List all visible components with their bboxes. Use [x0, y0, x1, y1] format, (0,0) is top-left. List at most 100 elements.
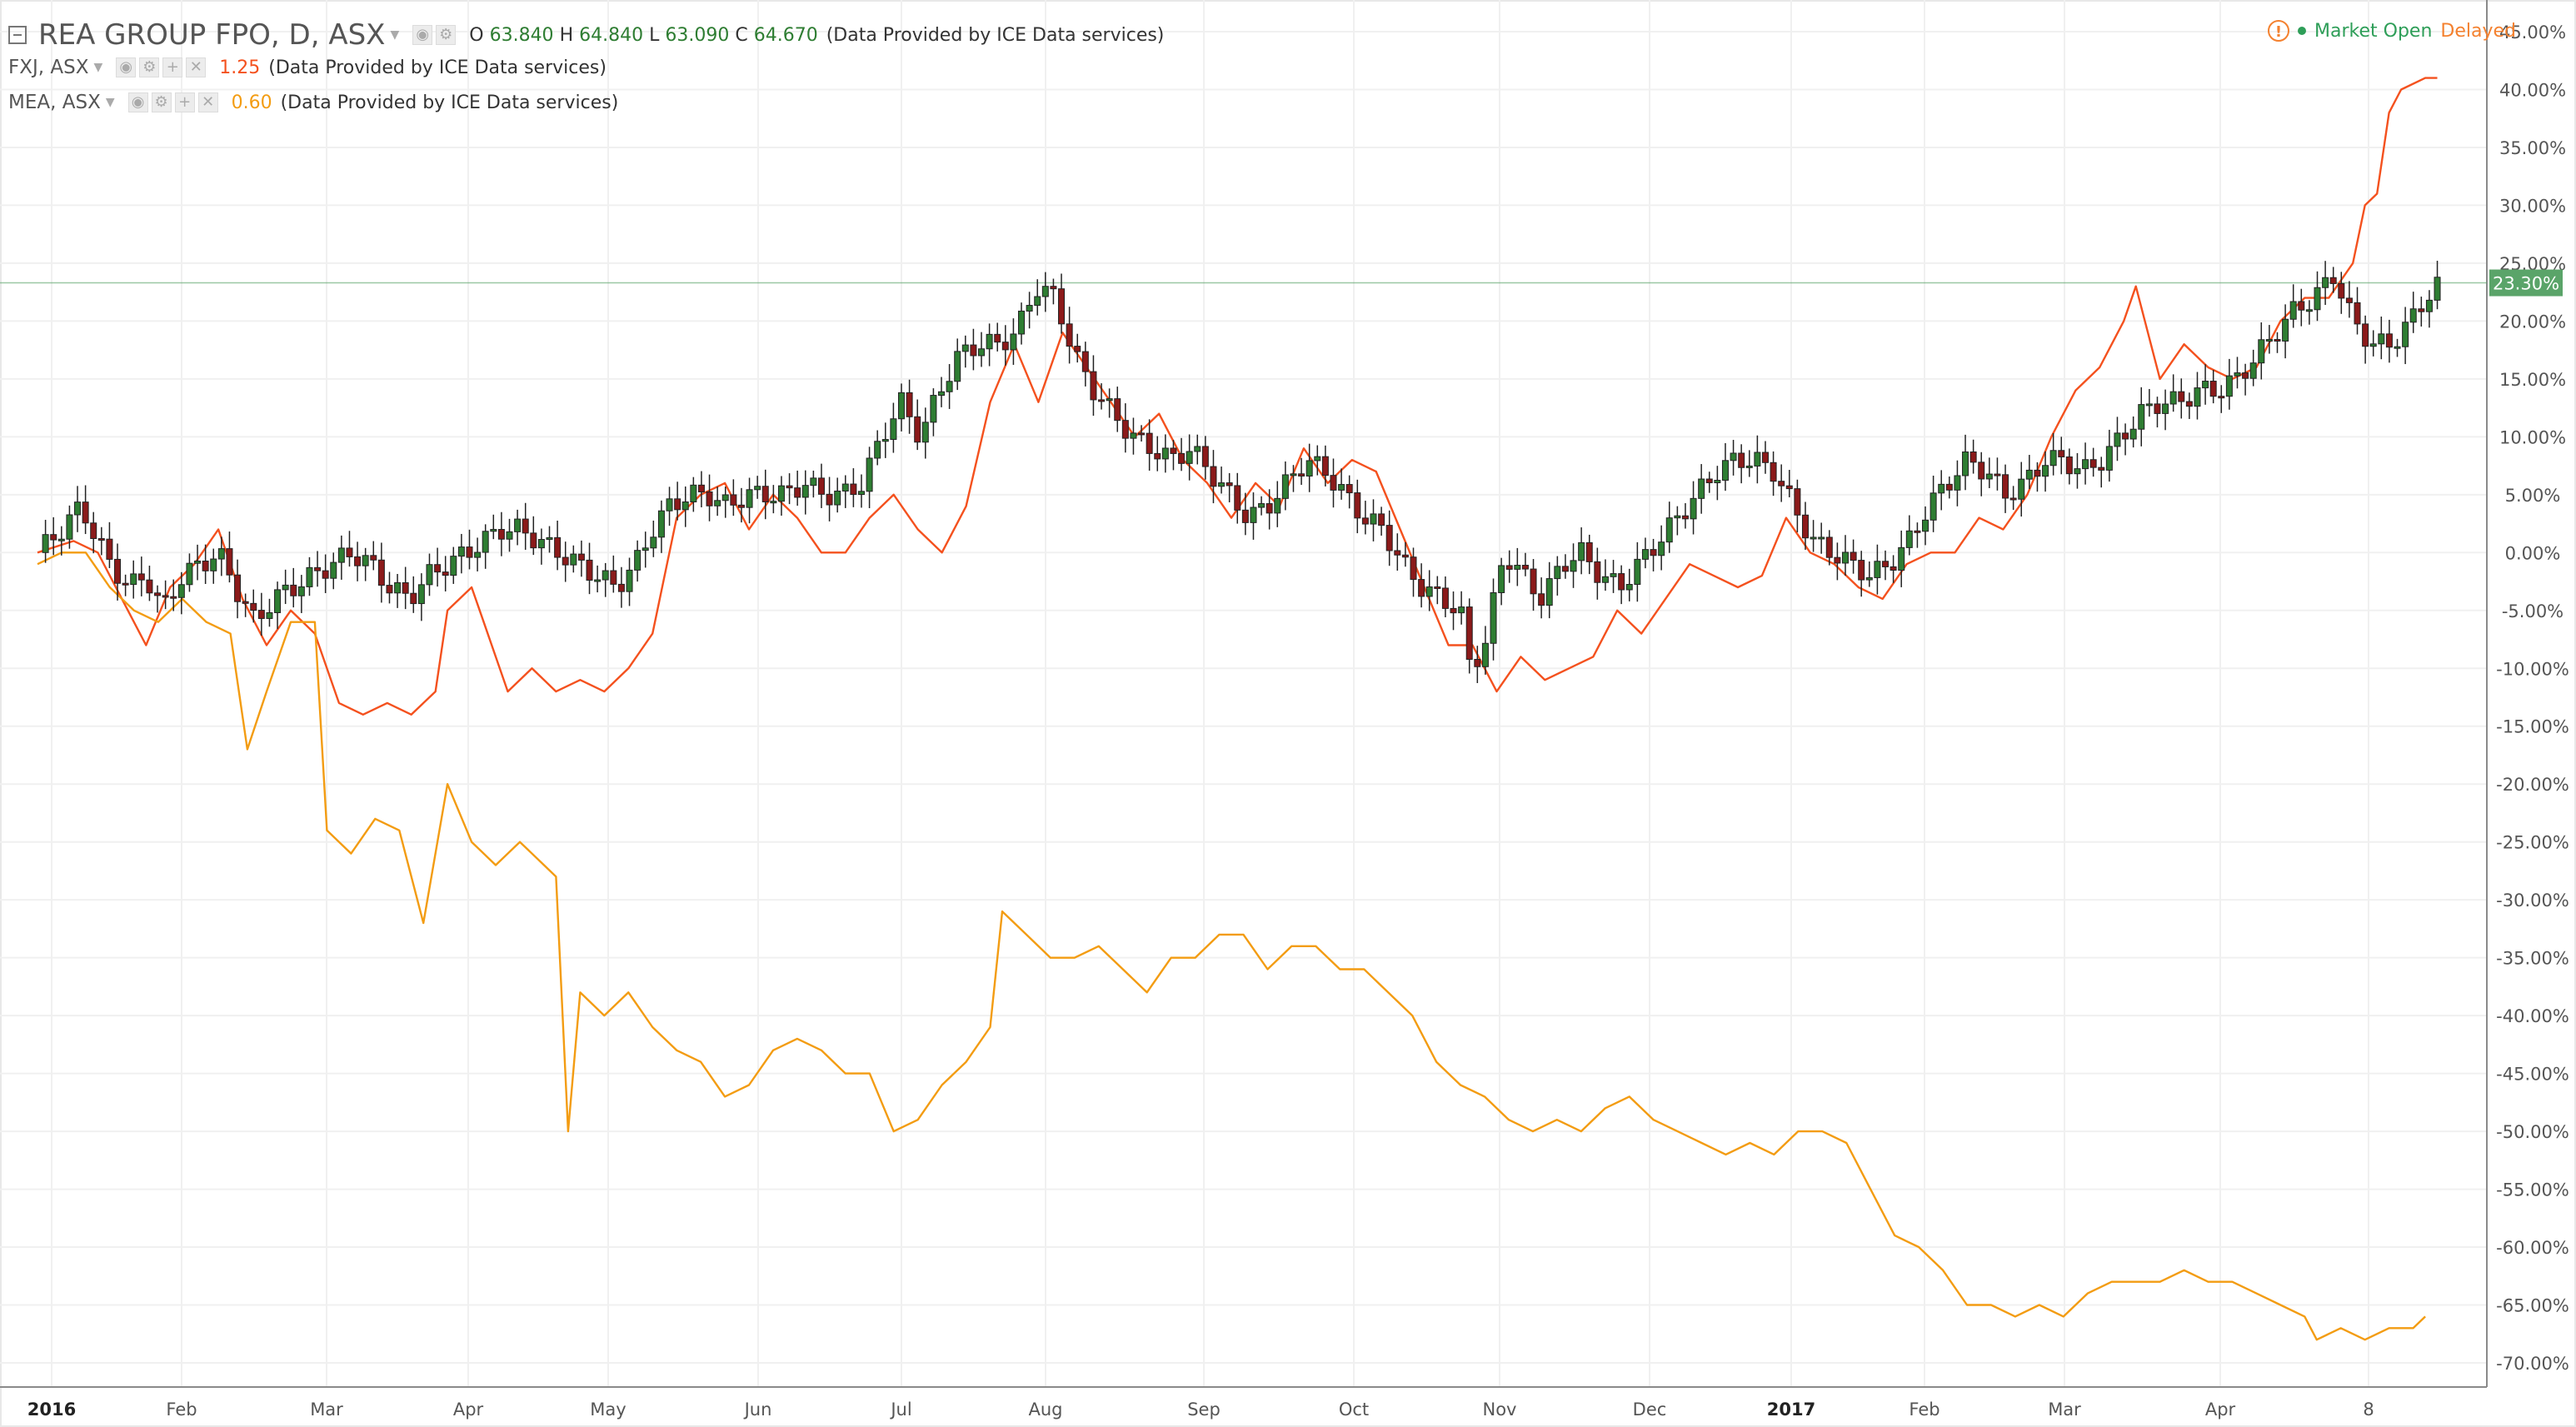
candle-body [170, 596, 177, 599]
gear-icon[interactable]: ⚙ [151, 92, 172, 112]
candle-body [186, 562, 193, 586]
plus-icon[interactable]: + [162, 57, 183, 77]
candle-body [1130, 432, 1137, 439]
eye-icon[interactable]: ◉ [116, 57, 137, 77]
candle-body [314, 566, 322, 571]
candle-body [978, 348, 986, 357]
y-tick-label: -10.00% [2496, 659, 2569, 679]
candle-body [337, 547, 345, 563]
y-tick-label: 35.00% [2499, 138, 2566, 158]
x-tick-label: May [590, 1400, 626, 1420]
candle-body [1058, 288, 1066, 325]
candle-body [2402, 322, 2409, 347]
candle-body [986, 333, 993, 350]
candle-body [162, 595, 169, 598]
candle-body [610, 570, 617, 585]
candle-body [1890, 566, 1897, 571]
candle-body [1050, 286, 1057, 290]
candle-body [537, 539, 545, 549]
candle-body [674, 498, 681, 511]
candle-body [2162, 403, 2169, 414]
candle-body [1258, 503, 1266, 508]
candle-body [970, 344, 977, 357]
candle-body [274, 589, 282, 613]
candle-body [450, 556, 457, 576]
candle-body [74, 501, 82, 516]
candle-body [1665, 517, 1673, 543]
plus-icon[interactable]: + [174, 92, 195, 112]
candle-body [690, 484, 697, 502]
candle-body [2202, 381, 2209, 389]
candle-body [1474, 658, 1481, 667]
candle-body [1922, 519, 1930, 532]
candle-body [2362, 323, 2369, 347]
candle-body [1785, 485, 1793, 490]
market-open-label: Market Open [2314, 20, 2433, 42]
candle-body [1314, 456, 1321, 462]
mea-symbol-label[interactable]: MEA, ASX [8, 92, 101, 113]
candle-body [617, 583, 625, 592]
candle-body [1714, 480, 1721, 484]
candle-body [457, 546, 465, 557]
candle-body [2138, 404, 2145, 430]
candle-body [1330, 475, 1337, 491]
candle-body [570, 553, 577, 566]
x-tick-label: 2017 [1767, 1400, 1815, 1420]
candle-body [1570, 560, 1577, 572]
candle-body [2105, 446, 2113, 471]
current-value-label: 23.30% [2493, 274, 2559, 294]
candle-body [826, 493, 833, 506]
eye-icon[interactable]: ◉ [412, 25, 433, 45]
candle-body [1641, 549, 1649, 560]
candle-body [1090, 371, 1097, 401]
candle-body [946, 381, 953, 392]
collapse-legend-button[interactable] [8, 26, 27, 44]
candle-body [2218, 396, 2225, 399]
candle-body [1450, 607, 1457, 614]
candle-body [737, 504, 745, 508]
candle-body [850, 483, 857, 496]
candle-body [2154, 403, 2161, 414]
candle-body [1026, 305, 1033, 312]
eye-icon[interactable]: ◉ [127, 92, 148, 112]
candle-body [1778, 481, 1785, 486]
candle-body [1041, 286, 1049, 297]
candle-body [890, 418, 897, 440]
candle-body [746, 489, 753, 508]
close-icon[interactable]: ✕ [186, 57, 207, 77]
candle-body [2098, 467, 2105, 471]
chevron-down-icon[interactable]: ▼ [390, 28, 400, 42]
candle-body [1721, 460, 1729, 481]
candle-body [2025, 469, 2033, 480]
candle-body [1298, 473, 1305, 476]
candle-body [1810, 536, 1817, 540]
gear-icon[interactable]: ⚙ [139, 57, 160, 77]
fxj-symbol-label[interactable]: FXJ, ASX [8, 57, 89, 78]
chevron-down-icon[interactable]: ▼ [93, 61, 103, 74]
candle-body [2009, 497, 2017, 501]
y-tick-label: -50.00% [2496, 1122, 2569, 1142]
candle-body [2169, 391, 2177, 405]
candle-body [817, 477, 825, 495]
y-tick-label: 45.00% [2499, 22, 2566, 42]
close-icon[interactable]: ✕ [197, 92, 218, 112]
x-tick-label: Oct [1339, 1400, 1369, 1420]
candle-body [122, 582, 129, 586]
candle-body [1690, 497, 1697, 520]
candle-body [1801, 514, 1809, 539]
open-label: O [469, 24, 484, 46]
candle-body [706, 491, 713, 506]
candle-body [1658, 541, 1665, 556]
candle-body [1618, 573, 1625, 591]
y-tick-label: -40.00% [2496, 1006, 2569, 1026]
candle-body [2178, 391, 2185, 402]
candle-body [1345, 484, 1353, 494]
main-symbol-label[interactable]: REA GROUP FPO, D, ASX [38, 18, 386, 52]
candle-body [1305, 460, 1313, 476]
gear-icon[interactable]: ⚙ [436, 25, 457, 45]
candle-body [506, 531, 513, 540]
chevron-down-icon[interactable]: ▼ [105, 96, 115, 109]
warning-icon[interactable]: ! [2268, 20, 2290, 42]
